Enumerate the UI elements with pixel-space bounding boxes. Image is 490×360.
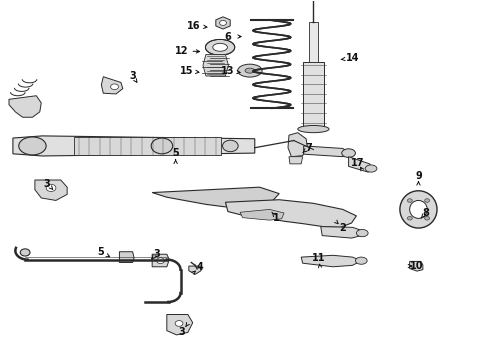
Ellipse shape <box>157 258 164 264</box>
Polygon shape <box>303 62 324 126</box>
Text: 16: 16 <box>187 21 200 31</box>
Ellipse shape <box>205 40 235 55</box>
Polygon shape <box>216 17 230 29</box>
Text: 1: 1 <box>273 213 280 222</box>
Polygon shape <box>189 266 201 274</box>
Polygon shape <box>152 187 279 207</box>
Ellipse shape <box>425 216 430 220</box>
Ellipse shape <box>342 149 355 157</box>
Polygon shape <box>167 315 193 335</box>
Text: 14: 14 <box>346 53 359 63</box>
Ellipse shape <box>407 199 412 202</box>
Ellipse shape <box>365 165 377 172</box>
Ellipse shape <box>175 320 183 326</box>
Polygon shape <box>120 252 134 262</box>
Ellipse shape <box>355 257 367 264</box>
Text: 13: 13 <box>221 66 235 76</box>
Ellipse shape <box>407 216 412 220</box>
Polygon shape <box>288 133 308 157</box>
Ellipse shape <box>213 43 227 51</box>
Text: 5: 5 <box>172 148 179 158</box>
Text: 11: 11 <box>312 253 325 263</box>
Ellipse shape <box>245 68 255 73</box>
Ellipse shape <box>222 140 238 152</box>
Polygon shape <box>348 157 373 172</box>
Text: 3: 3 <box>129 71 136 81</box>
Polygon shape <box>321 226 363 238</box>
Text: 15: 15 <box>180 66 193 76</box>
Polygon shape <box>304 146 350 157</box>
Polygon shape <box>301 255 361 267</box>
Polygon shape <box>101 77 123 94</box>
Polygon shape <box>289 157 303 164</box>
Text: 9: 9 <box>415 171 422 181</box>
Ellipse shape <box>19 137 46 155</box>
Polygon shape <box>74 137 220 154</box>
Ellipse shape <box>238 64 262 77</box>
Text: 2: 2 <box>340 224 346 233</box>
Ellipse shape <box>425 199 430 202</box>
Text: 4: 4 <box>196 262 203 272</box>
Ellipse shape <box>46 184 56 192</box>
Polygon shape <box>410 261 423 271</box>
Polygon shape <box>13 136 255 156</box>
Ellipse shape <box>356 229 368 237</box>
Polygon shape <box>152 254 169 267</box>
Text: 12: 12 <box>175 46 188 56</box>
Text: 3: 3 <box>178 327 185 337</box>
Ellipse shape <box>20 249 30 256</box>
Text: 8: 8 <box>422 208 429 218</box>
Ellipse shape <box>111 84 119 90</box>
Ellipse shape <box>151 138 172 154</box>
Text: 6: 6 <box>224 32 231 41</box>
Polygon shape <box>309 22 318 62</box>
Polygon shape <box>240 210 284 220</box>
Polygon shape <box>9 96 41 117</box>
Polygon shape <box>203 54 228 76</box>
Text: 17: 17 <box>351 158 364 168</box>
Text: 5: 5 <box>98 247 104 257</box>
Polygon shape <box>35 180 67 201</box>
Text: 3: 3 <box>154 248 160 258</box>
Text: 3: 3 <box>44 179 50 189</box>
Ellipse shape <box>220 21 226 26</box>
Ellipse shape <box>400 191 437 228</box>
Text: 10: 10 <box>410 261 424 271</box>
Text: 7: 7 <box>305 143 312 153</box>
Ellipse shape <box>298 126 329 133</box>
Ellipse shape <box>410 201 427 219</box>
Polygon shape <box>225 200 356 227</box>
